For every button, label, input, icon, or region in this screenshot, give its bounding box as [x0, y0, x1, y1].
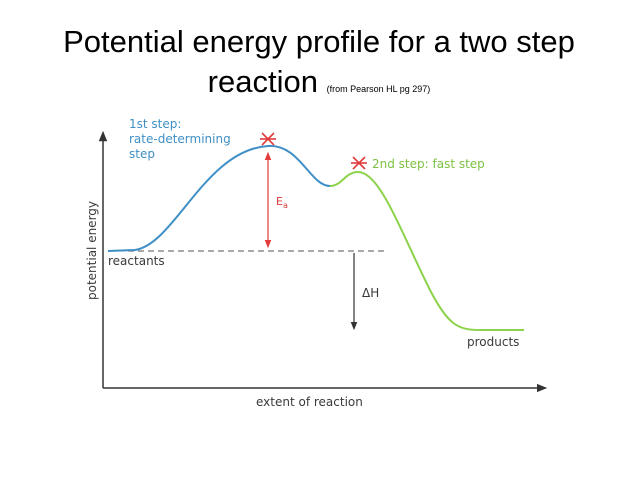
step2-label: 2nd step: fast step	[372, 157, 485, 171]
reactants-label: reactants	[108, 254, 165, 268]
step1-label-line2: rate-determining	[129, 132, 231, 146]
source-note: (from Pearson HL pg 297)	[326, 84, 431, 94]
step2-curve	[329, 170, 524, 331]
delta-h-label: ΔH	[362, 286, 379, 300]
step1-label-line1: 1st step:	[129, 117, 181, 131]
transition-state-1-marker	[260, 132, 276, 146]
step1-curve	[107, 144, 331, 252]
products-label: products	[467, 335, 519, 349]
step1-label: 1st step: rate-determining step	[129, 117, 235, 161]
page-title: Potential energy profile for a two step …	[0, 22, 638, 109]
y-axis-label: potential energy	[85, 201, 99, 300]
x-axis-label: extent of reaction	[256, 395, 363, 409]
title-reaction-word: reaction	[207, 64, 318, 99]
title-line-1: Potential energy profile for a two step	[63, 24, 575, 59]
transition-state-2-marker	[351, 156, 367, 170]
step1-label-line3: step	[129, 147, 155, 161]
ea-label: Ea	[276, 195, 288, 210]
title-line-2: reaction (from Pearson HL pg 297)	[0, 62, 638, 109]
